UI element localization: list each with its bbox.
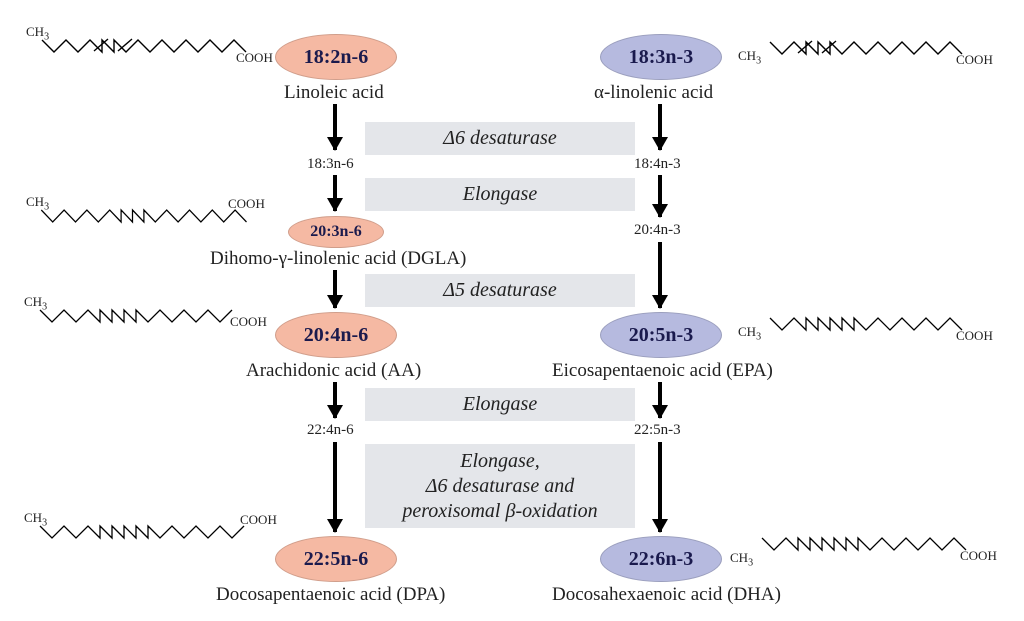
intermediate-18-4n3: 18:4n-3 [634, 156, 681, 173]
pill-la: 18:2n-6 [275, 34, 397, 80]
pill-dha: 22:6n-3 [600, 536, 722, 582]
ch3-label: CH3 [738, 324, 761, 343]
cooh-label: COOH [956, 328, 993, 344]
ch3-label: CH3 [24, 294, 47, 313]
ch3-label: CH3 [24, 510, 47, 529]
arrow-int2r-to-epa [658, 242, 662, 308]
cooh-label: COOH [240, 512, 277, 528]
arrow-epa-to-int3r [658, 382, 662, 418]
struct-dgla: CH3 COOH [28, 200, 260, 244]
enzyme-d5: Δ5 desaturase [365, 274, 635, 307]
name-aa: Arachidonic acid (AA) [246, 360, 421, 382]
struct-ala: CH3 COOH [756, 32, 988, 68]
name-dha: Docosahexaenoic acid (DHA) [552, 584, 781, 606]
arrow-dgla-to-aa [333, 270, 337, 308]
struct-dpa: CH3 COOH [26, 516, 270, 560]
pill-aa: 20:4n-6 [275, 312, 397, 358]
arrow-la-to-int1 [333, 104, 337, 150]
struct-epa: CH3 COOH [756, 308, 988, 352]
arrow-ala-to-int1 [658, 104, 662, 150]
pill-ala: 18:3n-3 [600, 34, 722, 80]
intermediate-22-4n6: 22:4n-6 [307, 422, 354, 439]
struct-aa: CH3 COOH [26, 300, 258, 344]
struct-dha: CH3 COOH [748, 528, 996, 572]
arrow-int3-to-dpa [333, 442, 337, 532]
ch3-label: CH3 [730, 550, 753, 569]
enzyme-final: Elongase, Δ6 desaturase and peroxisomal … [365, 444, 635, 528]
name-dpa: Docosapentaenoic acid (DPA) [216, 584, 445, 606]
intermediate-18-3n6: 18:3n-6 [307, 156, 354, 173]
cooh-label: COOH [956, 52, 993, 68]
ch3-label: CH3 [26, 24, 49, 43]
enzyme-d6: Δ6 desaturase [365, 122, 635, 155]
name-ala: α-linolenic acid [594, 82, 713, 104]
cooh-label: COOH [228, 196, 265, 212]
ch3-label: CH3 [26, 194, 49, 213]
name-epa: Eicosapentaenoic acid (EPA) [552, 360, 773, 382]
cooh-label: COOH [236, 50, 273, 66]
cooh-label: COOH [960, 548, 997, 564]
arrow-aa-to-int3 [333, 382, 337, 418]
arrow-int1-to-dgla [333, 175, 337, 211]
pill-dpa: 22:5n-6 [275, 536, 397, 582]
struct-la: CH3 COOH [28, 30, 260, 66]
intermediate-20-4n3: 20:4n-3 [634, 222, 681, 239]
name-la: Linoleic acid [284, 82, 384, 104]
arrow-int3r-to-dha [658, 442, 662, 532]
pill-dgla: 20:3n-6 [288, 216, 384, 248]
arrow-int1r-to-int2r [658, 175, 662, 217]
ch3-label: CH3 [738, 48, 761, 67]
name-dgla: Dihomo-γ-linolenic acid (DGLA) [210, 248, 466, 270]
cooh-label: COOH [230, 314, 267, 330]
enzyme-elongase-2: Elongase [365, 388, 635, 421]
enzyme-elongase-1: Elongase [365, 178, 635, 211]
pill-epa: 20:5n-3 [600, 312, 722, 358]
intermediate-22-5n3: 22:5n-3 [634, 422, 681, 439]
